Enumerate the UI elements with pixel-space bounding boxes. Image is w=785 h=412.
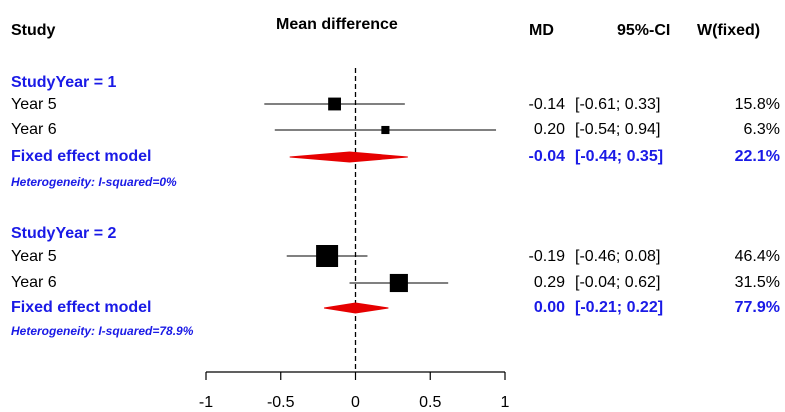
group-label: StudyYear = 2 — [11, 225, 117, 242]
study-md-value: -0.14 — [528, 96, 565, 113]
heterogeneity-note: Heterogeneity: I-squared=78.9% — [11, 324, 194, 338]
column-header-weight: W(fixed) — [697, 22, 761, 39]
study-ci-value: [-0.46; 0.08] — [575, 248, 661, 265]
x-tick-label: -1 — [199, 394, 213, 411]
group-label: StudyYear = 1 — [11, 74, 117, 91]
pooled-md-value: -0.04 — [528, 148, 565, 165]
study-square — [316, 245, 339, 267]
pooled-weight-value: 22.1% — [734, 148, 780, 165]
study-ci-value: [-0.54; 0.94] — [575, 121, 661, 138]
x-tick-label: 0 — [351, 394, 360, 411]
x-tick-label: 0.5 — [419, 394, 441, 411]
study-md-value: 0.20 — [533, 121, 565, 138]
pooled-label: Fixed effect model — [11, 148, 152, 165]
study-name: Year 5 — [11, 248, 57, 265]
study-weight-value: 6.3% — [743, 121, 780, 138]
study-md-value: -0.19 — [528, 248, 565, 265]
study-weight-value: 46.4% — [734, 248, 780, 265]
column-header-ci: 95%-CI — [617, 22, 671, 39]
study-square — [328, 97, 341, 111]
study-square — [389, 273, 408, 293]
x-tick-label: 1 — [501, 394, 510, 411]
column-header-study: Study — [11, 22, 56, 39]
study-ci-value: [-0.61; 0.33] — [575, 96, 661, 113]
pooled-weight-value: 77.9% — [734, 299, 780, 316]
column-header-mean-difference: Mean difference — [276, 16, 398, 33]
study-name: Year 6 — [11, 274, 57, 291]
pooled-md-value: 0.00 — [533, 299, 565, 316]
pooled-ci-value: [-0.44; 0.35] — [575, 148, 664, 165]
study-name: Year 5 — [11, 96, 57, 113]
x-tick-label: -0.5 — [267, 394, 295, 411]
pooled-label: Fixed effect model — [11, 299, 152, 316]
study-md-value: 0.29 — [533, 274, 565, 291]
study-weight-value: 15.8% — [734, 96, 780, 113]
study-weight-value: 31.5% — [734, 274, 780, 291]
study-square — [381, 125, 390, 135]
pooled-diamond — [289, 151, 408, 163]
study-name: Year 6 — [11, 121, 57, 138]
column-header-md: MD — [529, 22, 554, 39]
pooled-diamond — [324, 302, 389, 314]
heterogeneity-note: Heterogeneity: I-squared=0% — [11, 175, 177, 189]
study-ci-value: [-0.04; 0.62] — [575, 274, 661, 291]
pooled-ci-value: [-0.21; 0.22] — [575, 299, 664, 316]
